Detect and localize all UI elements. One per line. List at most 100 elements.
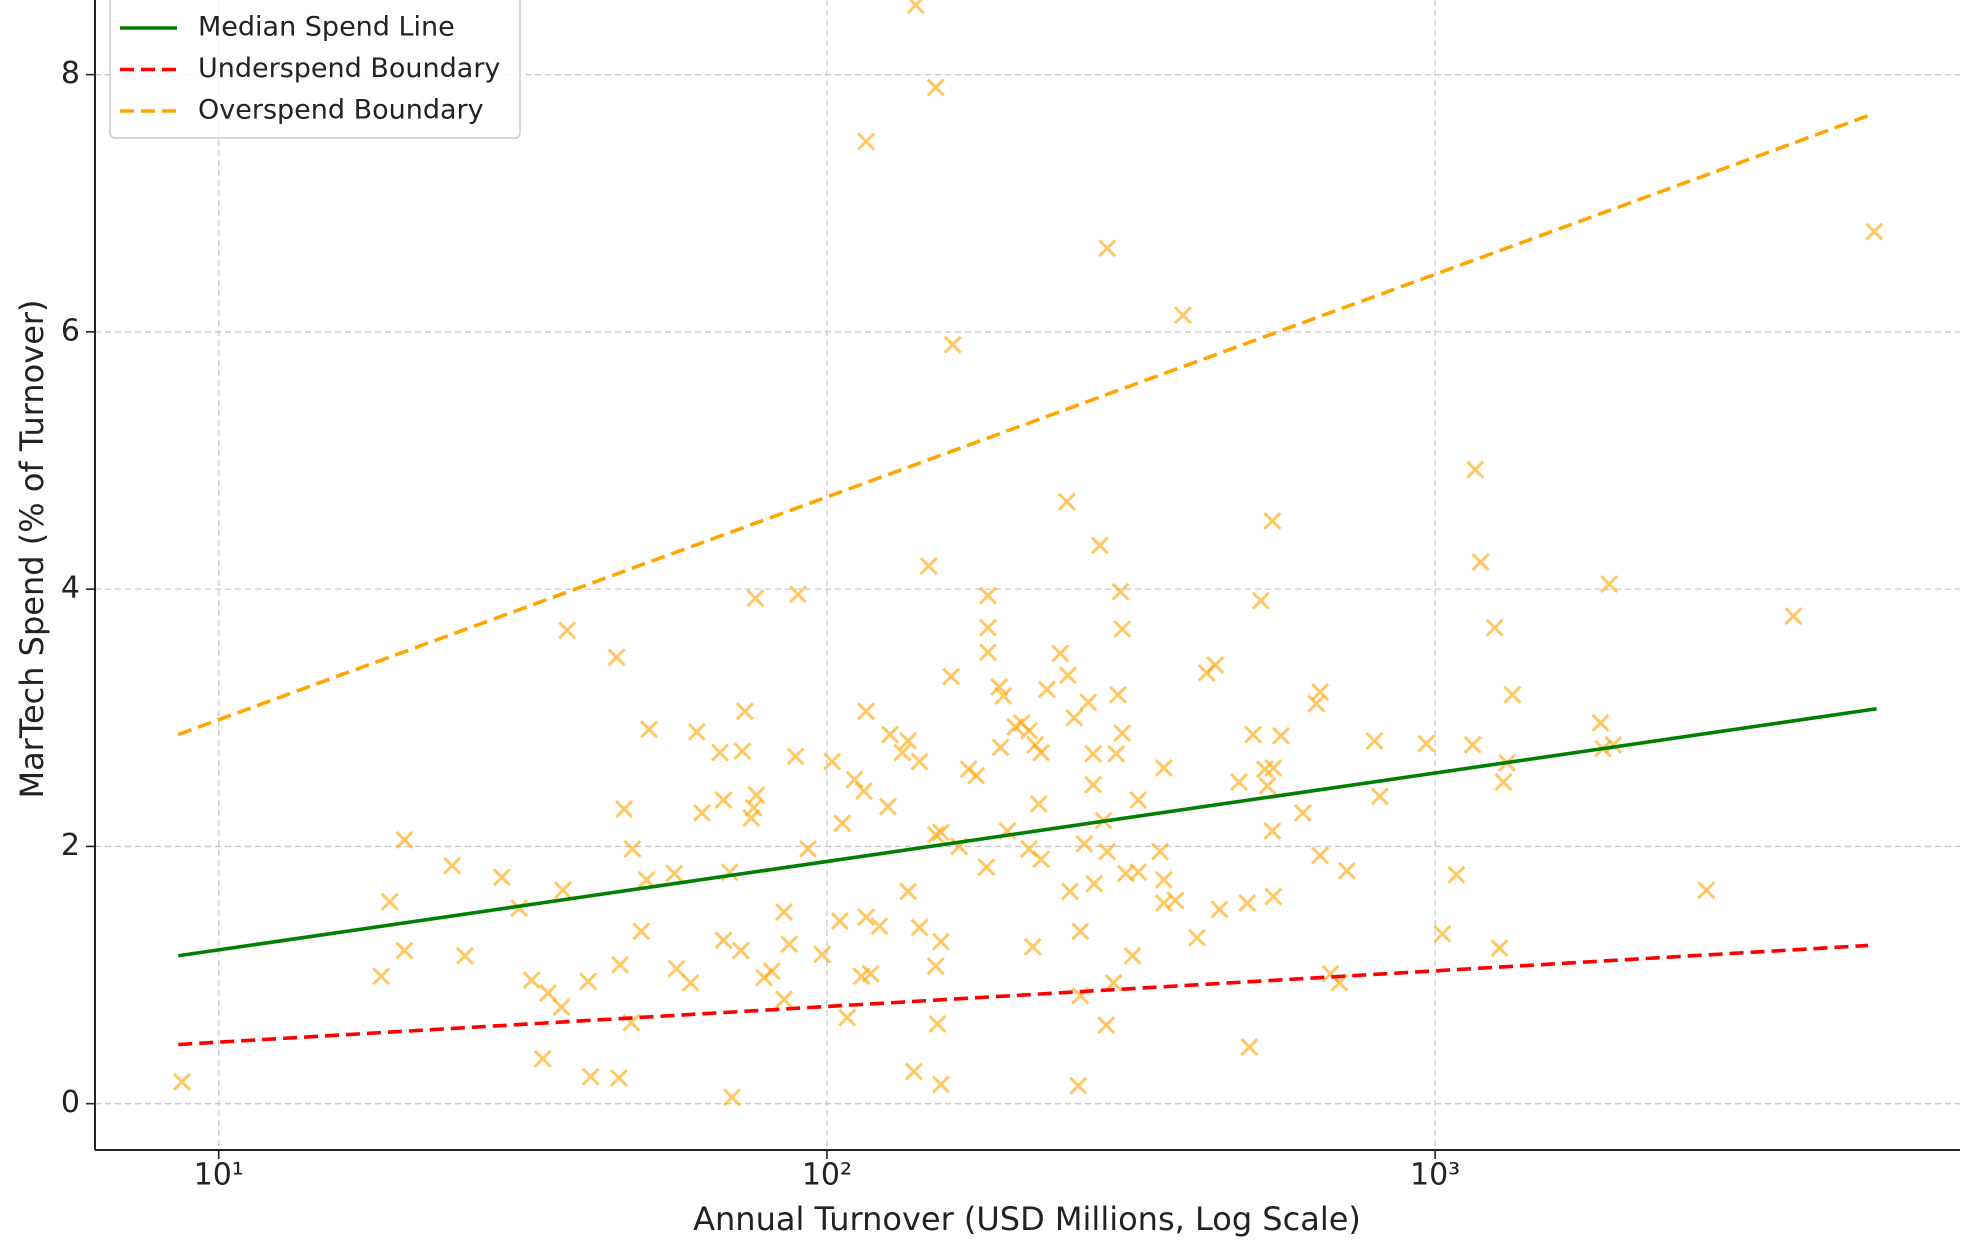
marker-stroke: [733, 742, 752, 761]
scatter-point: [623, 839, 642, 859]
scatter-point: [994, 686, 1013, 705]
scatter-point: [1029, 794, 1048, 814]
marker-stroke: [714, 791, 733, 810]
marker-stroke: [1113, 724, 1132, 743]
marker-stroke: [1311, 846, 1330, 865]
x-axis-label: Annual Turnover (USD Millions, Log Scale…: [693, 1200, 1361, 1238]
scatter-point: [838, 1008, 857, 1027]
marker-stroke: [1697, 881, 1716, 900]
legend-label: Overspend Boundary: [198, 95, 484, 126]
marker-stroke: [553, 881, 572, 900]
scatter-point: [395, 830, 414, 850]
scatter-point: [640, 720, 659, 739]
scatter-point: [1447, 865, 1466, 884]
y-tick-label: 2: [61, 828, 80, 863]
marker-stroke: [1210, 900, 1229, 919]
scatter-point: [910, 918, 929, 937]
scatter-point: [667, 959, 686, 978]
marker-stroke: [1107, 744, 1126, 763]
scatter-point: [1258, 776, 1277, 796]
scatter-point: [1079, 693, 1098, 712]
scatter-point: [681, 973, 700, 992]
scatter-point: [1020, 721, 1039, 740]
marker-stroke: [931, 932, 951, 951]
scatter-point: [833, 814, 852, 833]
marker-stroke: [533, 1049, 552, 1068]
marker-stroke: [380, 892, 399, 911]
scatter-point: [1071, 922, 1090, 941]
scatter-point: [854, 782, 873, 801]
marker-stroke: [1129, 863, 1148, 882]
marker-stroke: [1098, 239, 1117, 258]
marker-stroke: [1370, 787, 1389, 806]
scatter-point: [1154, 758, 1173, 778]
marker-stroke: [967, 766, 986, 785]
marker-stroke: [1865, 222, 1884, 241]
marker-stroke: [1069, 1076, 1088, 1095]
marker-stroke: [926, 956, 945, 976]
marker-stroke: [1154, 870, 1173, 889]
marker-stroke: [1071, 922, 1090, 941]
scatter-point: [735, 702, 754, 721]
marker-stroke: [1244, 725, 1263, 744]
marker-stroke: [880, 725, 900, 744]
marker-stroke: [977, 857, 996, 877]
marker-stroke: [1173, 306, 1193, 325]
scatter-point: [611, 955, 630, 974]
marker-stroke: [1051, 644, 1070, 663]
marker-stroke: [833, 814, 852, 833]
scatter-point: [774, 990, 794, 1009]
scatter-point: [1271, 726, 1291, 745]
marker-stroke: [978, 618, 998, 637]
scatter-point: [1365, 731, 1384, 751]
marker-stroke: [722, 1088, 742, 1107]
marker-stroke: [926, 825, 945, 844]
scatter-point: [714, 791, 733, 810]
scatter-point: [1037, 680, 1056, 699]
marker-stroke: [1307, 694, 1326, 713]
scatter-point: [1370, 787, 1389, 806]
scatter-point: [1337, 861, 1356, 880]
marker-stroke: [1238, 893, 1257, 913]
scatter-point: [609, 1068, 628, 1088]
marker-stroke: [552, 998, 571, 1017]
scatter-point: [1463, 735, 1482, 754]
scatter-point: [1210, 900, 1229, 919]
y-tick-label: 8: [61, 56, 80, 91]
scatter-point: [1697, 881, 1716, 900]
marker-stroke: [1417, 734, 1436, 753]
marker-stroke: [581, 1067, 600, 1086]
marker-stroke: [978, 643, 998, 662]
scatter-point: [774, 902, 794, 922]
scatter-point: [1251, 591, 1270, 610]
marker-stroke: [931, 823, 951, 842]
scatter-point: [1129, 791, 1148, 810]
scatter-point: [943, 335, 962, 354]
marker-stroke: [1154, 758, 1173, 778]
scatter-point: [1113, 619, 1132, 639]
scatter-point: [731, 941, 750, 960]
scatter-point: [942, 667, 961, 686]
marker-stroke: [492, 868, 511, 887]
marker-stroke: [579, 972, 598, 991]
legend-label: Underspend Boundary: [198, 53, 500, 84]
marker-stroke: [1060, 882, 1080, 901]
marker-stroke: [813, 945, 832, 964]
marker-stroke: [838, 1008, 857, 1027]
y-axis-label: MarTech Spend (% of Turnover): [13, 299, 51, 798]
marker-stroke: [1264, 758, 1283, 778]
scatter-point: [1084, 744, 1103, 763]
marker-stroke: [878, 797, 898, 816]
marker-stroke: [1029, 794, 1048, 814]
marker-stroke: [1116, 864, 1135, 883]
scatter-point: [857, 702, 876, 721]
marker-stroke: [1271, 726, 1291, 745]
scatter-point: [1108, 685, 1128, 704]
scatter-point: [1311, 846, 1330, 865]
marker-stroke: [692, 803, 711, 823]
marker-stroke: [1604, 735, 1623, 754]
marker-stroke: [857, 702, 876, 721]
marker-stroke: [906, 0, 924, 15]
scatter-point: [1187, 928, 1207, 947]
scatter-point: [1417, 734, 1436, 753]
